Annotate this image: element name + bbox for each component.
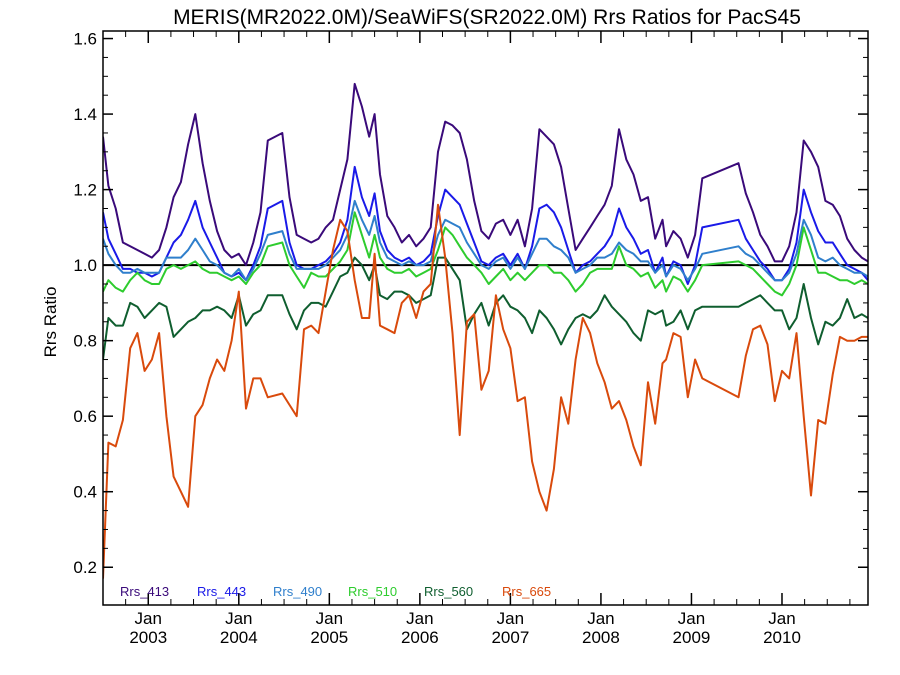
series-layer: [103, 82, 868, 579]
y-tick-label: 0.2: [73, 558, 97, 577]
y-tick-label: 1.4: [73, 105, 97, 124]
y-tick-label: 1.6: [73, 30, 97, 49]
legend-entry-rrs-443: Rrs_443: [197, 584, 246, 599]
x-tick-month-label: Jan: [316, 609, 343, 628]
series-line-rrs-490: [103, 199, 868, 282]
legend-entry-rrs-665: Rrs_665: [502, 584, 551, 599]
y-tick-label: 1.2: [73, 181, 97, 200]
x-tick-year-label: 2005: [310, 628, 348, 647]
x-tick-month-label: Jan: [587, 609, 614, 628]
axis-ticks: 0.20.40.60.81.01.21.41.6Jan2003Jan2004Ja…: [73, 30, 868, 647]
x-tick-month-label: Jan: [225, 609, 252, 628]
x-tick-year-label: 2003: [129, 628, 167, 647]
y-tick-label: 1.0: [73, 256, 97, 275]
plot-frame: [102, 30, 869, 606]
x-tick-month-label: Jan: [135, 609, 162, 628]
x-tick-month-label: Jan: [406, 609, 433, 628]
x-tick-year-label: 2010: [763, 628, 801, 647]
series-line-rrs-510: [103, 211, 868, 297]
x-tick-year-label: 2004: [220, 628, 258, 647]
x-tick-month-label: Jan: [768, 609, 795, 628]
x-tick-month-label: Jan: [497, 609, 524, 628]
x-tick-year-label: 2008: [582, 628, 620, 647]
series-line-rrs-413: [103, 82, 868, 267]
chart-title: MERIS(MR2022.0M)/SeaWiFS(SR2022.0M) Rrs …: [173, 6, 801, 29]
x-tick-year-label: 2009: [673, 628, 711, 647]
legend-entry-rrs-490: Rrs_490: [273, 584, 322, 599]
x-tick-year-label: 2007: [491, 628, 529, 647]
legend-entry-rrs-510: Rrs_510: [348, 584, 397, 599]
y-axis-label: Rrs Ratio: [41, 287, 60, 358]
y-tick-label: 0.8: [73, 332, 97, 351]
x-tick-year-label: 2006: [401, 628, 439, 647]
legend-entry-rrs-560: Rrs_560: [424, 584, 473, 599]
y-tick-label: 0.4: [73, 483, 97, 502]
x-tick-month-label: Jan: [678, 609, 705, 628]
legend-entry-rrs-413: Rrs_413: [120, 584, 169, 599]
y-tick-label: 0.6: [73, 407, 97, 426]
series-line-rrs-665: [103, 203, 868, 579]
legend: Rrs_413 Rrs_443 Rrs_490 Rrs_510 Rrs_560 Rrs_6…: [120, 584, 551, 599]
